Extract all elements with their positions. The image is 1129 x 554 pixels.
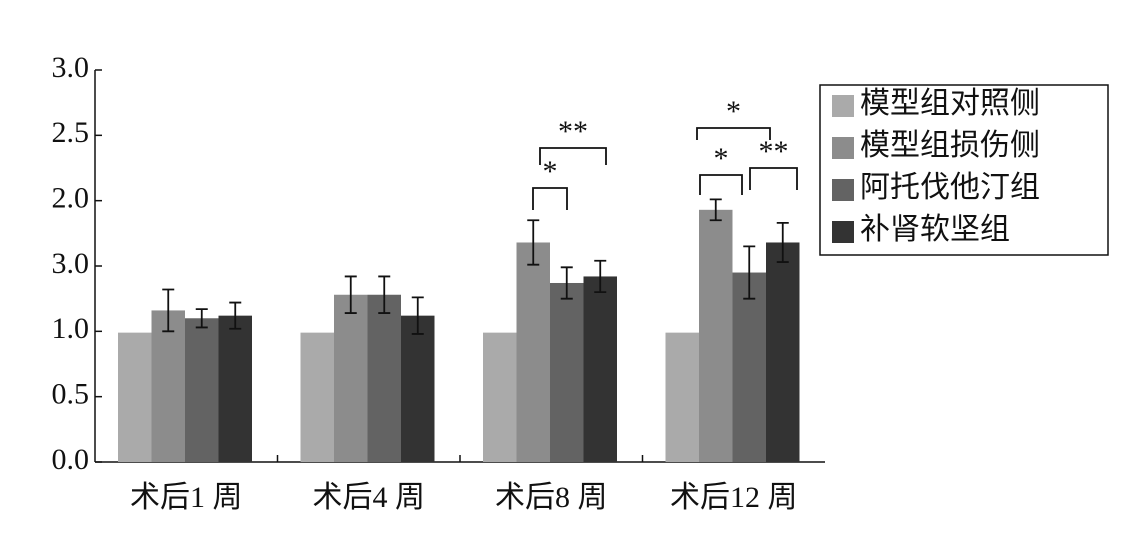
error-bar <box>560 266 573 300</box>
significance-bracket <box>749 167 798 190</box>
significance-label: * <box>726 95 741 128</box>
error-bar <box>195 308 208 329</box>
y-tick-label: 1.0 <box>52 312 90 345</box>
x-tick-label: 术后8 周 <box>495 481 608 514</box>
significance-bracket <box>699 174 743 195</box>
legend-swatch <box>832 179 854 201</box>
error-bar <box>344 275 357 314</box>
bar <box>583 276 617 462</box>
legend-label: 模型组对照侧 <box>860 87 1040 120</box>
legend-label: 补肾软坚组 <box>860 213 1010 246</box>
significance-label: * <box>543 155 558 188</box>
bar <box>334 294 368 462</box>
bar <box>665 332 699 462</box>
error-bar <box>776 221 789 263</box>
legend-swatch <box>832 137 854 159</box>
significance-label: ** <box>759 135 789 168</box>
error-bar <box>378 275 391 314</box>
bar <box>300 332 334 462</box>
significance-label: * <box>714 142 729 175</box>
legend-label: 模型组损伤侧 <box>860 129 1040 162</box>
significance-bracket <box>539 147 607 165</box>
error-bar <box>411 296 424 335</box>
bar <box>699 209 733 462</box>
error-bar <box>709 198 722 222</box>
x-tick-label: 术后12 周 <box>670 481 798 514</box>
legend-swatch <box>832 221 854 243</box>
y-tick-label: 0.0 <box>52 443 90 476</box>
bar <box>151 310 185 462</box>
x-tick-label: 术后4 周 <box>313 481 426 514</box>
significance-label: ** <box>558 115 588 148</box>
y-tick-label: 3.0 <box>52 247 90 280</box>
bar <box>483 332 517 462</box>
bar <box>516 242 550 462</box>
y-tick-label: 2.0 <box>52 182 90 215</box>
y-tick-label: 3.0 <box>52 51 90 84</box>
bar <box>550 282 584 462</box>
error-bar <box>594 259 607 294</box>
y-tick-label: 2.5 <box>52 116 90 149</box>
x-tick-label: 术后1 周 <box>130 481 243 514</box>
significance-bracket <box>532 187 568 210</box>
error-bar <box>527 219 540 266</box>
legend-box <box>819 84 1109 256</box>
bar <box>185 318 219 462</box>
y-tick-label: 0.5 <box>52 378 90 411</box>
bar <box>732 272 766 462</box>
bar <box>766 242 800 462</box>
legend-label: 阿托伐他汀组 <box>860 171 1040 204</box>
bar <box>218 315 252 462</box>
legend-swatch <box>832 95 854 117</box>
error-bar <box>229 301 242 330</box>
bar <box>118 332 152 462</box>
bar <box>401 315 435 462</box>
error-bar <box>162 288 175 333</box>
significance-bracket <box>696 127 771 140</box>
error-bar <box>743 245 756 300</box>
bar <box>367 294 401 462</box>
